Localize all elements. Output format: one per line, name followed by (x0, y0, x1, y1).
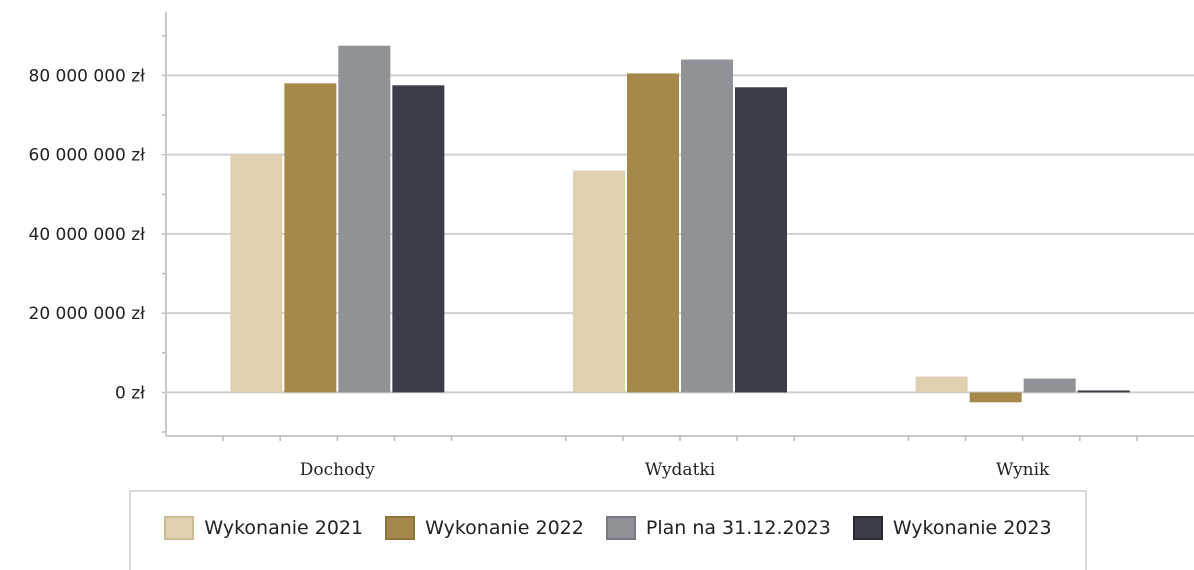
y-tick-label: 80 000 000 zł (29, 66, 146, 86)
y-tick-labels: 0 zł 20 000 000 zł 40 000 000 zł 60 000 000… (29, 66, 146, 403)
gridlines (166, 74, 1194, 394)
bar (573, 170, 625, 393)
bar (230, 154, 283, 393)
legend-label: Wykonanie 2023 (892, 517, 1052, 539)
y-tick-label: 40 000 000 zł (29, 225, 146, 245)
bar (1023, 378, 1076, 393)
legend: Wykonanie 2021 Wykonanie 2022 Plan na 31.1… (129, 490, 1087, 570)
axes (162, 12, 1194, 441)
legend-swatch (164, 516, 195, 540)
legend-swatch (852, 516, 883, 540)
bar (338, 45, 391, 393)
x-category-label: Dochody (300, 460, 375, 480)
x-category-label: Wydatki (645, 460, 716, 480)
bar (735, 87, 787, 393)
bars (230, 45, 1130, 403)
legend-item: Plan na 31.12.2023 (605, 516, 831, 540)
legend-swatch (385, 516, 416, 540)
legend-label: Wykonanie 2021 (204, 517, 364, 539)
x-category-label: Wynik (996, 460, 1050, 480)
x-category-labels: Dochody Wydatki Wynik (300, 460, 1050, 480)
legend-item: Wykonanie 2021 (164, 516, 363, 540)
bar (284, 83, 337, 393)
legend-label: Plan na 31.12.2023 (645, 517, 831, 539)
y-tick-label: 0 zł (115, 383, 145, 403)
bar (681, 59, 733, 393)
y-tick-label: 60 000 000 zł (29, 146, 146, 166)
legend-item: Wykonanie 2023 (852, 516, 1052, 540)
legend-label: Wykonanie 2022 (425, 517, 584, 539)
y-tick-label: 20 000 000 zł (29, 304, 146, 324)
bar (915, 376, 968, 393)
legend-item: Wykonanie 2022 (385, 516, 584, 540)
bar (1077, 390, 1130, 393)
legend-swatch (605, 516, 636, 540)
bar (969, 392, 1022, 403)
bar (627, 73, 679, 393)
bar (392, 85, 445, 393)
bar-chart: 0 zł 20 000 000 zł 40 000 000 zł 60 000 000… (29, 12, 1194, 480)
